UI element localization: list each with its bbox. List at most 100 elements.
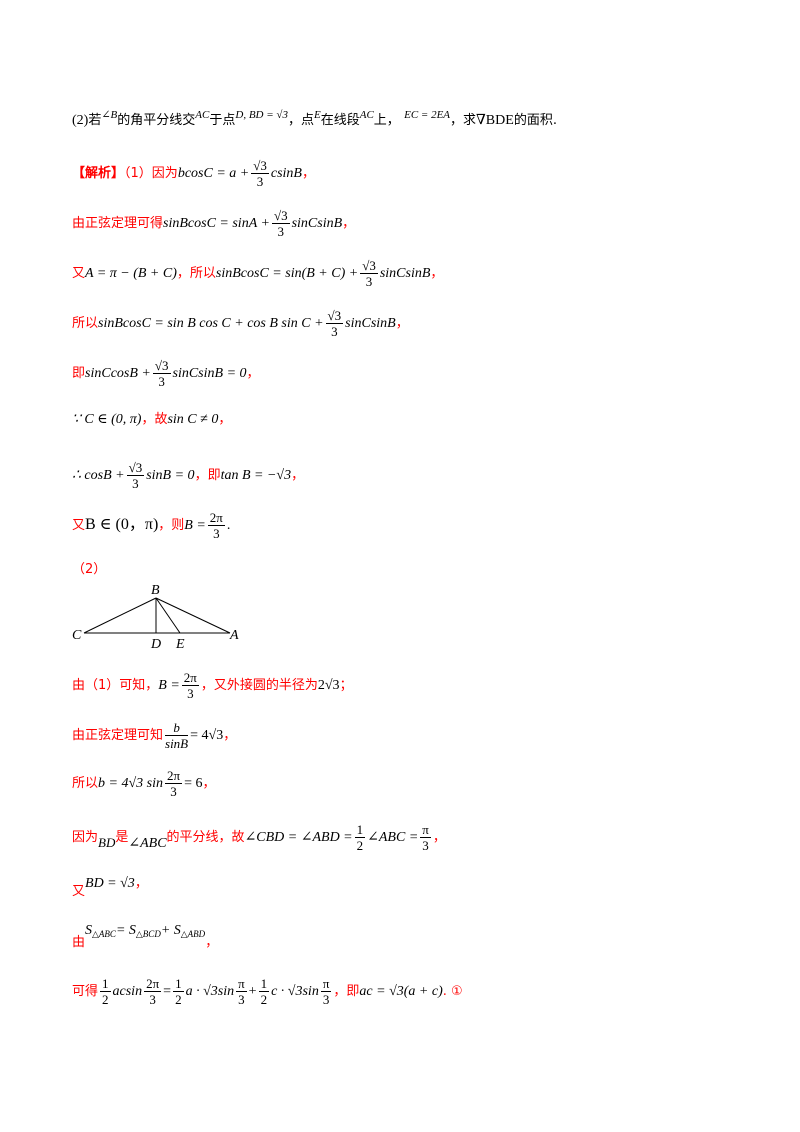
math-ec: EC = 2EA bbox=[404, 109, 451, 121]
problem-text: ，点 bbox=[287, 113, 314, 128]
math-expr: 2√3 bbox=[317, 678, 340, 693]
fraction: √3 3 bbox=[152, 358, 171, 389]
solution-line-5: 即sinCcosB + √3 3 sinCsinB = 0， bbox=[72, 358, 260, 389]
math-expr: bcosC = a + bbox=[177, 166, 250, 181]
punct: ， bbox=[202, 776, 216, 791]
punct: ， bbox=[134, 876, 148, 891]
solution-text: ，故 bbox=[141, 412, 168, 427]
segment-ba bbox=[155, 597, 231, 634]
part-label: (2) bbox=[72, 113, 89, 128]
punct: ， bbox=[432, 830, 446, 845]
math-expr: sinCsinB = 0 bbox=[172, 366, 247, 381]
solution-text: 由（1）可知， bbox=[72, 678, 159, 693]
math-expr: ∠CBD = ∠ABD = bbox=[244, 830, 353, 845]
fraction: 2π 3 bbox=[164, 768, 183, 799]
solution-text: 因为 bbox=[72, 830, 99, 845]
fraction: √3 3 bbox=[360, 258, 378, 289]
math-expr: sinB = 0 bbox=[146, 468, 195, 483]
solution-line-4: 所以sinBcosC = sin B cos C + cos B sin C +… bbox=[72, 308, 409, 339]
solution-text: 又 bbox=[72, 884, 86, 899]
math-expr: S bbox=[85, 923, 93, 938]
solution-line-12: 因为BD是∠ABC的平分线，故∠CBD = ∠ABD = 1 2 ∠ABC = π 3， bbox=[72, 822, 446, 853]
solution-text: ，又外接圆的半径为 bbox=[200, 678, 318, 693]
solution-text: 所以 bbox=[72, 316, 99, 331]
math-expr: sinCcosB + bbox=[85, 366, 151, 381]
analysis-tag: 【解析】 bbox=[72, 166, 125, 181]
punct: ； bbox=[339, 678, 353, 693]
problem-text: 若 bbox=[88, 113, 102, 128]
math-expr: c · √3sin bbox=[271, 984, 319, 999]
math-expr: acsin bbox=[112, 984, 143, 999]
math-expr: = S bbox=[115, 923, 136, 938]
math-expr: ∠ABC = bbox=[367, 830, 419, 845]
solution-text: 所以 bbox=[72, 776, 99, 791]
fraction: 2π 3 bbox=[181, 670, 199, 701]
solution-line-10: 由正弦定理可知 b sinB = 4√3， bbox=[72, 720, 236, 751]
solution-text: 由 bbox=[72, 935, 86, 950]
punct: ， bbox=[218, 412, 232, 427]
fraction: √3 3 bbox=[126, 460, 145, 491]
solution-line-13: 又BD = √3， bbox=[72, 872, 148, 899]
math-expr: sinCsinB bbox=[291, 216, 343, 231]
fraction: 2π 3 bbox=[144, 976, 162, 1007]
solution-line-6: ∵ C ∈ (0, π)，故sin C ≠ 0， bbox=[72, 408, 231, 428]
segment-cb bbox=[83, 597, 157, 634]
solution-text: 由正弦定理可得 bbox=[72, 216, 164, 231]
problem-text: 的面积. bbox=[513, 113, 557, 128]
math-expr: sinBcosC = sin(B + C) + bbox=[215, 266, 359, 281]
solution-line-15: 可得 1 2 acsin 2π 3 = 1 2 a · √3sin π 3 +1 2 c · √3sin π 3… bbox=[72, 976, 463, 1007]
math-expr: a · √3sin bbox=[185, 984, 235, 999]
punct: ， bbox=[342, 216, 356, 231]
math-expr: + bbox=[248, 984, 257, 999]
solution-line-7: ∴ cosB + √3 3 sinB = 0，即tan B = −√3， bbox=[72, 460, 304, 491]
problem-text: 在线段 bbox=[320, 113, 360, 128]
punct: ， bbox=[301, 166, 315, 181]
math-expr: = 4√3 bbox=[190, 728, 224, 743]
solution-line-2: 由正弦定理可得sinBcosC = sinA + √3 3 sinCsinB， bbox=[72, 208, 355, 239]
label-e: E bbox=[175, 637, 185, 652]
solution-text: ，所以 bbox=[176, 266, 216, 281]
math-expr: B = bbox=[184, 518, 206, 533]
math-subscript: △BCD bbox=[135, 929, 161, 939]
solution-text: 由正弦定理可知 bbox=[72, 728, 164, 743]
math-ac: AC bbox=[359, 109, 374, 121]
punct: ， bbox=[205, 935, 219, 950]
solution-line-11: 所以b = 4√3 sin 2π 3 = 6， bbox=[72, 768, 215, 799]
math-expr: BD = √3 bbox=[85, 876, 135, 891]
part-label: （1） bbox=[124, 166, 152, 181]
math-expr: sin C ≠ 0 bbox=[167, 412, 219, 427]
solution-text: 是 bbox=[115, 830, 129, 845]
solution-text: ，即 bbox=[333, 984, 360, 999]
math-expr: B = bbox=[158, 678, 180, 693]
solution-line-14: 由S△ABC= S△BCD+ S△ABD， bbox=[72, 922, 218, 950]
punct: ， bbox=[395, 316, 409, 331]
math-expr: ∠ABC bbox=[128, 836, 167, 851]
math-expr: + S bbox=[160, 923, 181, 938]
label-d: D bbox=[150, 637, 161, 652]
problem-text: 上， bbox=[373, 113, 400, 128]
solution-text: ，则 bbox=[158, 518, 185, 533]
math-expr: sinBcosC = sin B cos C + cos B sin C + bbox=[98, 316, 324, 331]
fraction: b sinB bbox=[165, 720, 189, 751]
math-expr: ∵ C ∈ (0, π) bbox=[72, 412, 142, 427]
punct: ， bbox=[291, 468, 305, 483]
punct: ， bbox=[430, 266, 444, 281]
math-e: E bbox=[313, 109, 321, 121]
solution-text: ，即 bbox=[194, 468, 221, 483]
math-expr: = bbox=[163, 984, 172, 999]
math-expr: BD bbox=[98, 835, 116, 850]
part-2-label: （2） bbox=[72, 558, 106, 577]
math-expr: = 6 bbox=[184, 776, 203, 791]
fraction: 2π 3 bbox=[207, 510, 225, 541]
math-expr: csinB bbox=[270, 166, 302, 181]
math-expr: A = π − (B + C) bbox=[85, 266, 177, 281]
segment-be bbox=[155, 597, 181, 634]
fraction: √3 3 bbox=[325, 308, 344, 339]
math-ac: AC bbox=[195, 109, 210, 121]
label-b: B bbox=[151, 583, 160, 598]
